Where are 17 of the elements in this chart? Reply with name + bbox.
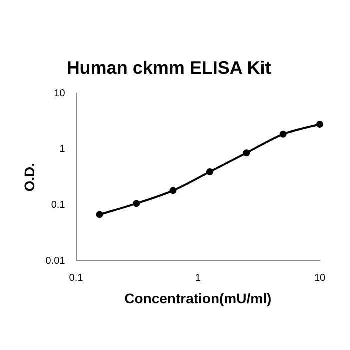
point xyxy=(170,187,177,194)
point xyxy=(96,211,104,218)
y-tick-label: 0.01 xyxy=(46,256,66,267)
y-tick-label: 10 xyxy=(54,88,66,100)
point xyxy=(133,200,140,208)
x-axis-title: Concentration(mU/ml) xyxy=(124,290,272,306)
y-tick-label: 1 xyxy=(60,144,66,156)
point xyxy=(206,168,214,176)
x-tick-label: 1 xyxy=(195,272,202,284)
y-tick-label: 0.1 xyxy=(51,200,66,212)
x-tick-label: 10 xyxy=(314,272,326,284)
y-axis-title: O.D. xyxy=(21,163,38,192)
point xyxy=(316,120,324,128)
chart-title: Human ckmm ELISA Kit xyxy=(66,58,272,78)
point xyxy=(243,150,250,157)
point xyxy=(280,130,287,138)
x-tick-label: 0.1 xyxy=(69,272,84,284)
